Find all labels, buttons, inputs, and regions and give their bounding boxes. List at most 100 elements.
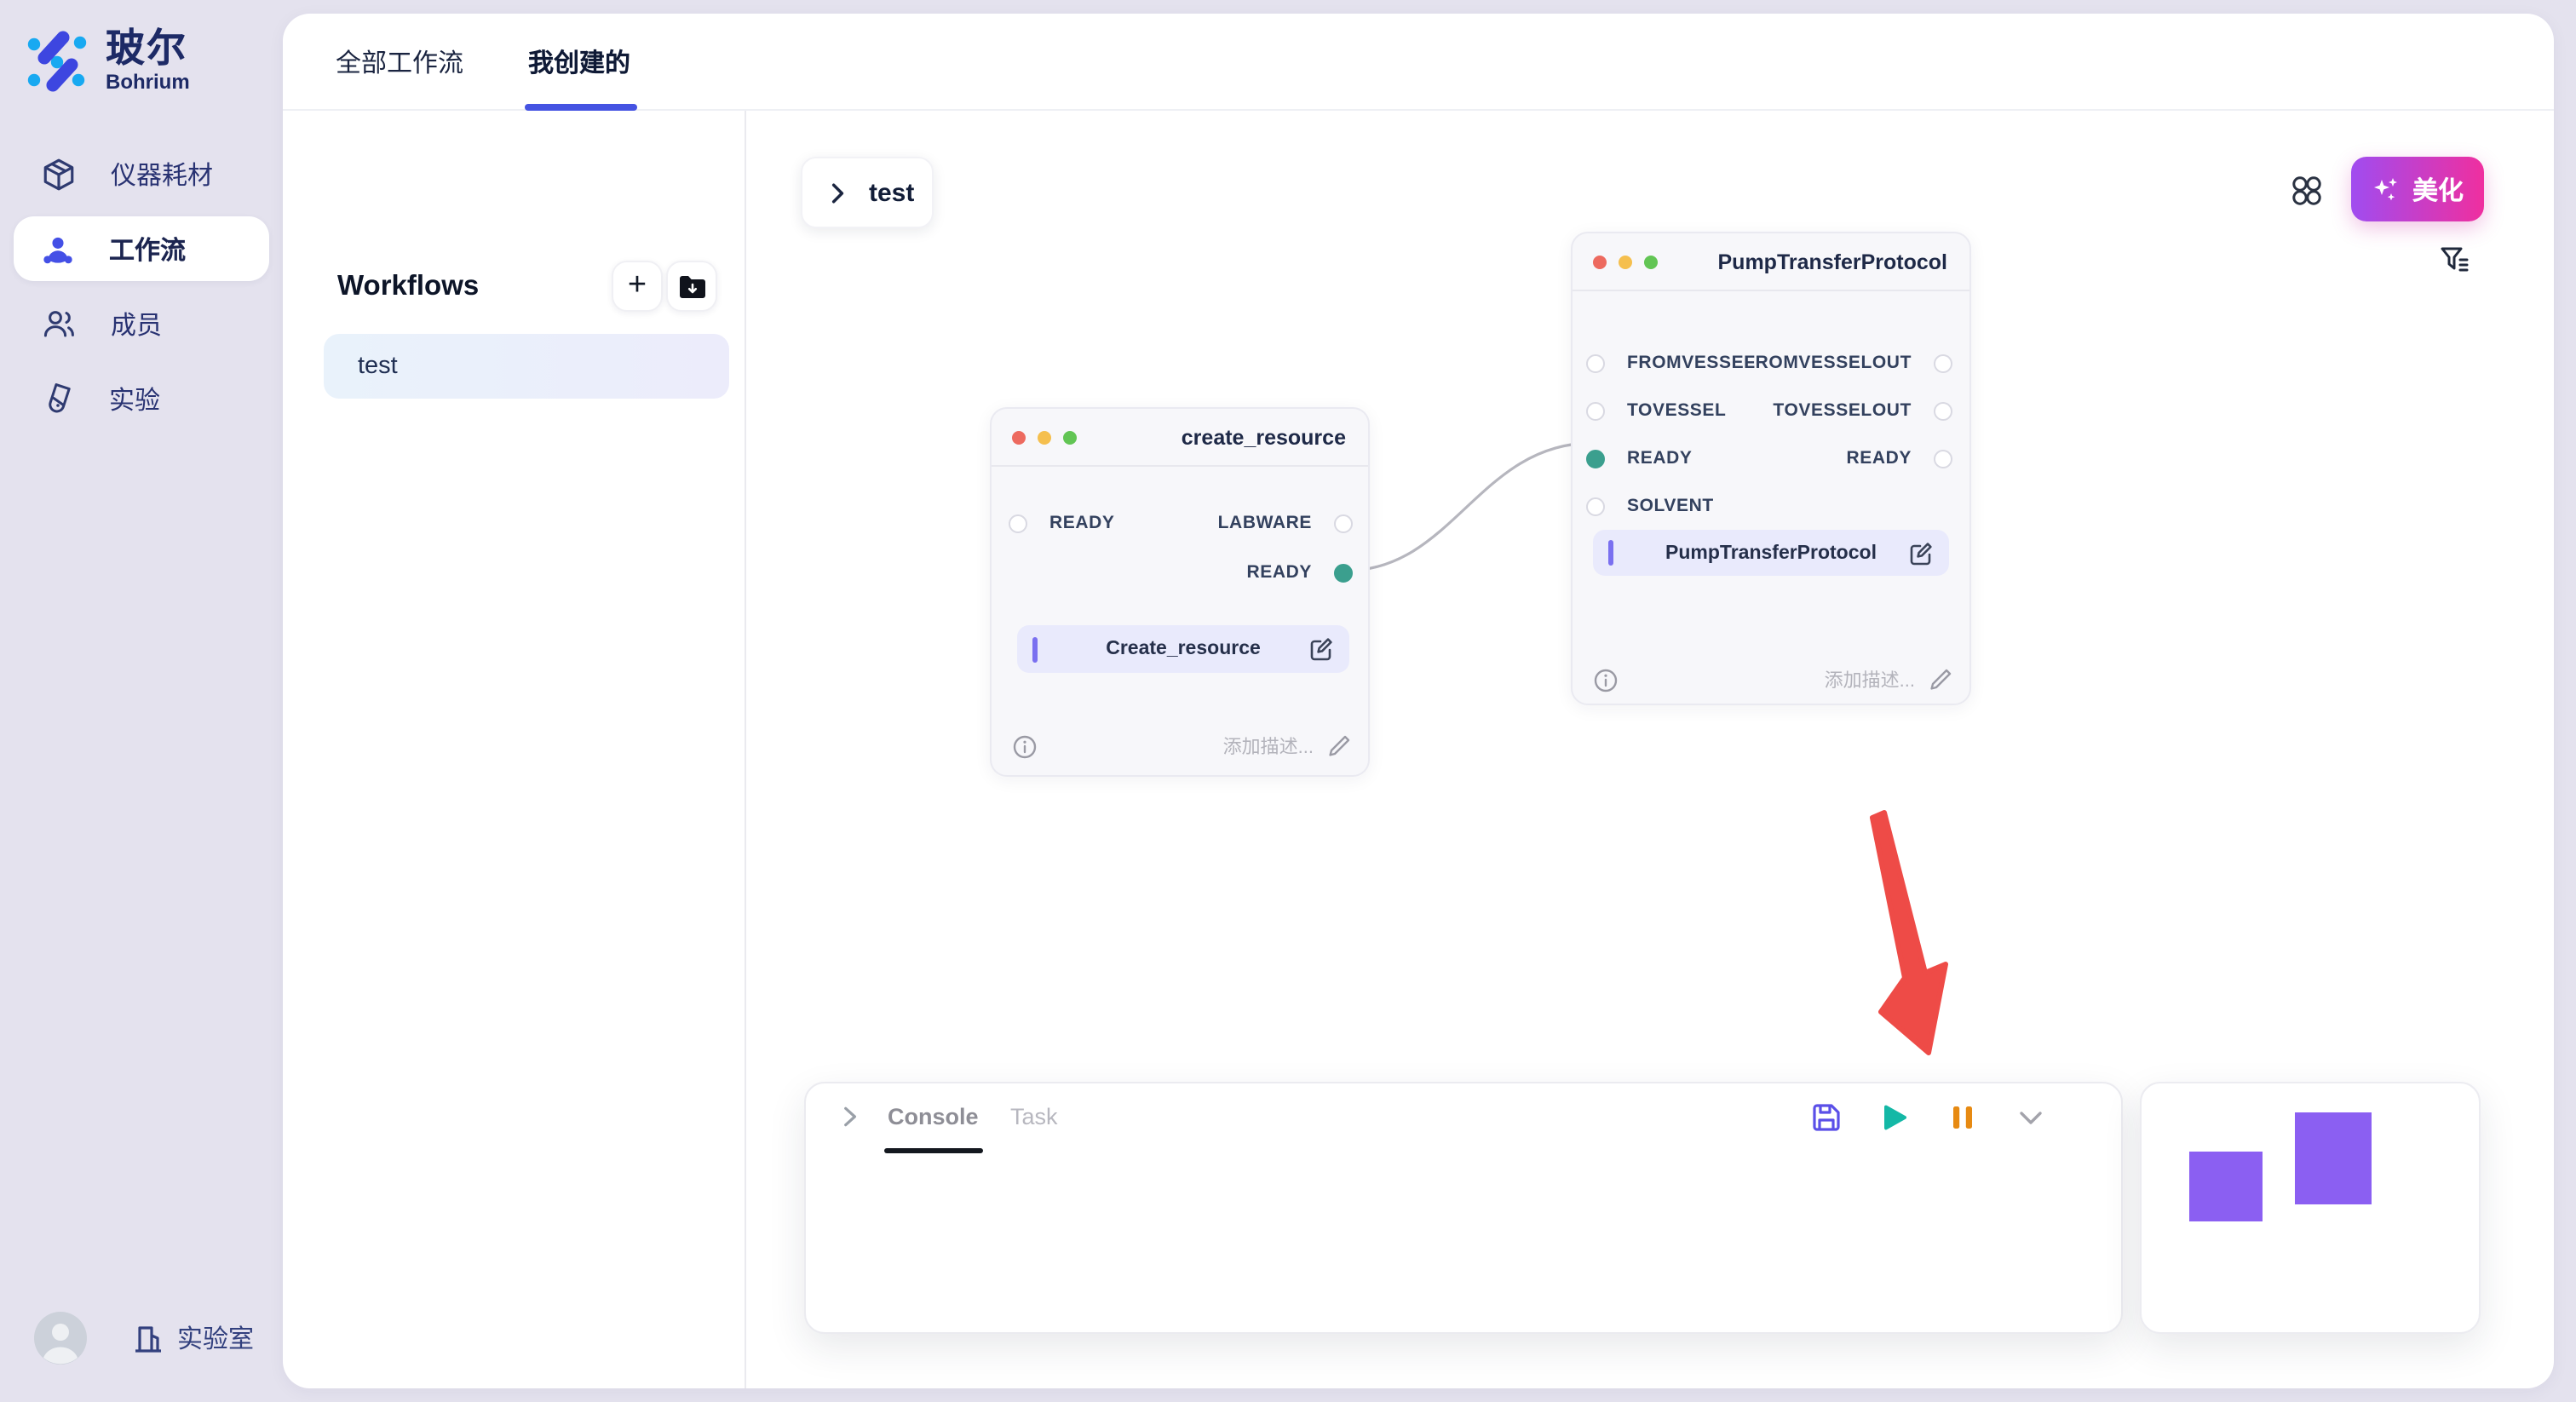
edit-icon[interactable] — [1908, 540, 1934, 566]
workspace-switcher[interactable]: 实验室 — [131, 1320, 254, 1356]
sidebar-item-members[interactable]: 成员 — [0, 286, 283, 361]
beautify-button[interactable]: 美化 — [2351, 157, 2484, 221]
sidebar-item-label: 实验 — [109, 386, 161, 415]
dot-yellow — [1038, 431, 1051, 445]
chevron-right-icon — [826, 181, 848, 204]
main-card: 全部工作流 我创建的 Workflows + test — [283, 14, 2554, 1388]
beautify-label: 美化 — [2412, 176, 2464, 205]
edge-create-to-pump — [1345, 441, 1594, 572]
sidebar-item-consumables[interactable]: 仪器耗材 — [0, 136, 283, 211]
pencil-icon[interactable] — [1929, 668, 1952, 692]
save-icon[interactable] — [1811, 1102, 1842, 1133]
node-title: PumpTransferProtocol — [1717, 250, 1948, 274]
collapse-chevron-icon[interactable] — [2015, 1102, 2046, 1133]
folder-download-icon — [677, 273, 706, 299]
brand-subtitle: Bohrium — [106, 70, 190, 94]
edit-icon[interactable] — [1308, 636, 1334, 662]
port-out-labware[interactable]: LABWARE — [1218, 513, 1353, 533]
members-icon — [41, 307, 77, 341]
dot-green — [1063, 431, 1077, 445]
node-title: create_resource — [1181, 426, 1346, 450]
sidebar: 玻尔 Bohrium 仪器耗材 — [0, 0, 283, 1402]
flow-canvas[interactable]: test 美化 — [746, 111, 2554, 1388]
port-out-tovesselout[interactable]: TOVESSELOUT — [1773, 400, 1952, 421]
node-function-pill[interactable]: Create_resource — [1017, 625, 1349, 673]
sidebar-item-experiments[interactable]: 实验 — [0, 361, 283, 436]
description-placeholder[interactable]: 添加描述... — [1222, 738, 1314, 758]
minimap-node-pump-transfer — [2295, 1112, 2372, 1204]
tab-console[interactable]: Console — [888, 1104, 979, 1129]
pill-cursor-bar — [1608, 540, 1613, 566]
node-function-pill[interactable]: PumpTransferProtocol — [1593, 530, 1949, 576]
brand-logo: 玻尔 Bohrium — [24, 26, 190, 97]
tab-task[interactable]: Task — [1010, 1104, 1058, 1129]
experiment-icon — [41, 382, 75, 416]
workflow-list-item-test[interactable]: test — [324, 334, 729, 399]
breadcrumb[interactable]: test — [801, 157, 934, 228]
port-in-fromvessel[interactable]: FROMVESSEL — [1586, 353, 1756, 373]
brand-title: 玻尔 — [106, 26, 187, 70]
package-icon — [41, 156, 77, 192]
port-circle-connected[interactable] — [1586, 449, 1605, 468]
building-icon — [131, 1321, 165, 1355]
sidebar-item-label: 成员 — [111, 311, 163, 340]
avatar[interactable] — [34, 1312, 87, 1365]
sidebar-item-workflow[interactable]: 工作流 — [0, 211, 283, 286]
breadcrumb-label: test — [869, 178, 915, 207]
node-footer: 添加描述... — [1012, 731, 1351, 761]
port-out-fromvesselout[interactable]: FROMVESSELOUT — [1744, 353, 1952, 373]
dot-green — [1644, 256, 1658, 269]
port-in-solvent[interactable]: SOLVENT — [1586, 496, 1714, 516]
sidebar-nav: 仪器耗材 工作流 — [0, 136, 283, 436]
description-placeholder[interactable]: 添加描述... — [1824, 671, 1915, 692]
red-annotation-arrow — [1870, 810, 1948, 1055]
info-icon[interactable] — [1012, 733, 1038, 759]
port-in-ready[interactable]: READY — [1009, 513, 1115, 533]
expand-chevron-icon[interactable] — [837, 1104, 862, 1129]
team-icon — [41, 233, 75, 265]
minimap[interactable] — [2140, 1082, 2481, 1334]
port-in-tovessel[interactable]: TOVESSEL — [1586, 400, 1726, 421]
minimap-node-create-resource — [2189, 1152, 2263, 1221]
import-folder-button[interactable] — [666, 261, 717, 312]
sidebar-item-label: 仪器耗材 — [111, 161, 214, 190]
port-out-ready[interactable]: READY — [1846, 448, 1952, 468]
port-circle-connected[interactable] — [1334, 563, 1353, 582]
port-out-ready[interactable]: READY — [1246, 562, 1353, 583]
console-panel: Console Task — [804, 1082, 2123, 1334]
dot-red — [1012, 431, 1026, 445]
node-footer: 添加描述... — [1593, 664, 1952, 695]
port-circle[interactable] — [1334, 514, 1353, 532]
sparkles-icon — [2372, 175, 2401, 204]
console-header: Console Task — [806, 1083, 2121, 1152]
workflow-name: test — [358, 353, 398, 380]
top-tabs: 全部工作流 我创建的 — [283, 14, 2554, 111]
pencil-icon[interactable] — [1327, 734, 1351, 758]
workflow-list-panel: Workflows + test — [283, 111, 746, 1388]
dot-yellow — [1619, 256, 1632, 269]
command-palette-icon[interactable] — [2288, 172, 2326, 210]
info-icon[interactable] — [1593, 667, 1619, 692]
node-header: create_resource — [992, 409, 1368, 467]
add-workflow-button[interactable]: + — [612, 261, 663, 312]
active-tab-underline — [525, 104, 637, 110]
console-tab-underline — [884, 1148, 983, 1152]
run-icon[interactable] — [1879, 1102, 1910, 1133]
node-pump-transfer-protocol[interactable]: PumpTransferProtocol FROMVESSEL TOVESSEL… — [1571, 232, 1971, 705]
bohrium-logo-icon — [24, 26, 92, 97]
sidebar-item-label: 工作流 — [109, 236, 187, 265]
tab-my-created[interactable]: 我创建的 — [528, 49, 631, 78]
port-circle[interactable] — [1009, 514, 1027, 532]
filter-icon[interactable] — [2438, 244, 2472, 278]
pill-cursor-bar — [1032, 636, 1038, 662]
tab-all-workflows[interactable]: 全部工作流 — [336, 49, 464, 78]
dot-red — [1593, 256, 1607, 269]
panel-title: Workflows — [337, 271, 480, 302]
workspace-label: 实验室 — [177, 1325, 255, 1354]
port-in-ready[interactable]: READY — [1586, 448, 1693, 468]
plus-icon: + — [627, 267, 647, 303]
node-create-resource[interactable]: create_resource READY LABWARE READY Crea… — [990, 407, 1370, 777]
pause-icon[interactable] — [1947, 1102, 1978, 1133]
node-header: PumpTransferProtocol — [1573, 233, 1969, 291]
